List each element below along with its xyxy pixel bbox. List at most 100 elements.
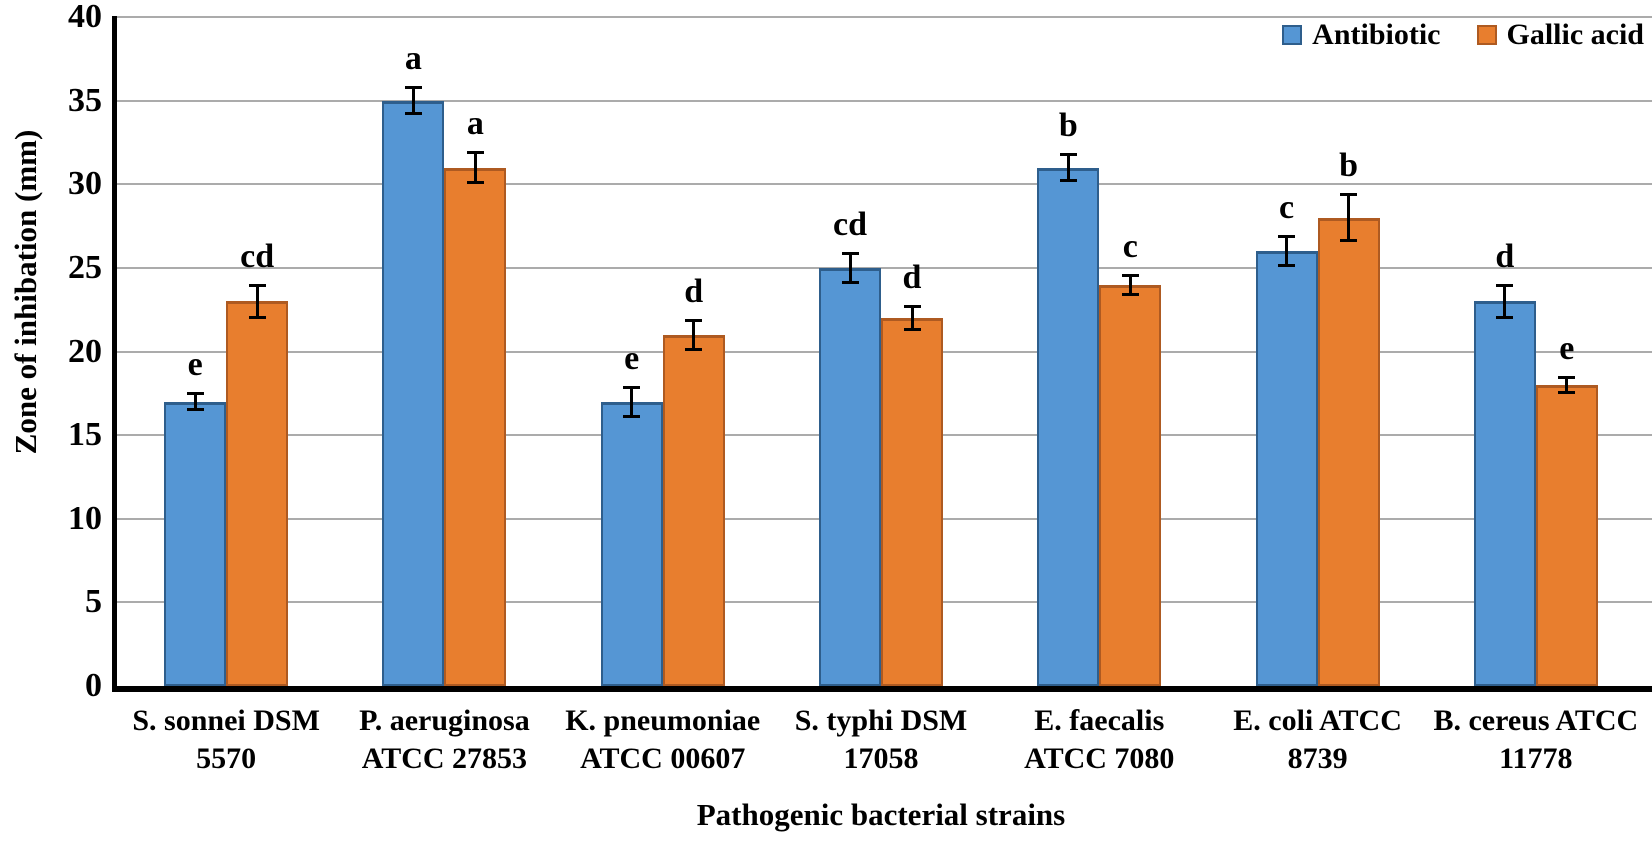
error-bar-cap bbox=[404, 112, 422, 115]
error-bar-cap bbox=[1558, 391, 1576, 395]
legend-item-gallic-acid: Gallic acid bbox=[1476, 18, 1645, 52]
error-bar-cap bbox=[186, 408, 204, 412]
y-tick-label: 30 bbox=[68, 165, 102, 203]
error-bar bbox=[1503, 284, 1507, 319]
error-bar bbox=[1565, 376, 1569, 394]
significance-letter: e bbox=[624, 339, 640, 377]
error-bar bbox=[910, 306, 914, 330]
error-bar bbox=[255, 284, 259, 319]
legend-swatch-antibiotic-icon bbox=[1282, 25, 1303, 45]
error-bar bbox=[630, 386, 634, 417]
bar-antibiotic-4 bbox=[1037, 167, 1100, 686]
y-tick-label: 25 bbox=[68, 248, 102, 286]
legend-label-antibiotic: Antibiotic bbox=[1312, 18, 1441, 51]
error-bar-cap bbox=[1278, 264, 1296, 268]
bar-antibiotic-1 bbox=[382, 100, 445, 686]
significance-letter: cd bbox=[833, 205, 867, 243]
bar-gallic-acid-4 bbox=[1099, 284, 1162, 686]
y-axis-line bbox=[112, 16, 117, 692]
x-category-label-line: K. pneumoniae bbox=[565, 704, 761, 737]
error-bar-cap bbox=[903, 327, 921, 331]
bar-gallic-acid-0 bbox=[226, 301, 289, 686]
bar-gallic-acid-6 bbox=[1535, 384, 1598, 686]
significance-letter: e bbox=[1559, 329, 1575, 367]
gridline bbox=[117, 16, 1652, 18]
error-bar bbox=[1128, 274, 1132, 295]
error-bar-cap bbox=[186, 392, 204, 396]
error-bar-cap bbox=[404, 86, 422, 90]
bar-antibiotic-5 bbox=[1255, 251, 1318, 686]
x-category-label: B. cereus ATCC 11778 bbox=[1415, 702, 1652, 778]
error-bar-cap bbox=[248, 283, 266, 287]
significance-letter: d bbox=[684, 272, 704, 310]
significance-letter: a bbox=[466, 105, 484, 143]
legend-item-antibiotic: Antibiotic bbox=[1282, 18, 1441, 52]
error-bar bbox=[848, 252, 852, 283]
x-category-label: E. coli ATCC 8739 bbox=[1196, 702, 1438, 778]
bar-gallic-acid-5 bbox=[1317, 217, 1380, 686]
error-bar bbox=[1347, 194, 1351, 242]
x-category-label: P. aeruginosa ATCC 27853 bbox=[323, 702, 565, 778]
plot-area: e a e cd b c d cd a d d c b e bbox=[112, 16, 1652, 692]
y-tick-label: 10 bbox=[68, 499, 102, 537]
significance-letter: a bbox=[404, 40, 422, 78]
x-category-label: K. pneumoniae ATCC 00607 bbox=[542, 702, 784, 778]
error-bar-cap bbox=[1059, 178, 1077, 182]
x-category-label-line: E. faecalis bbox=[1034, 704, 1165, 737]
significance-letter: c bbox=[1122, 227, 1138, 265]
x-category-label-line: 5570 bbox=[196, 742, 257, 775]
error-bar-cap bbox=[841, 280, 859, 284]
legend-label-gallic-acid: Gallic acid bbox=[1506, 18, 1645, 51]
bar-gallic-acid-2 bbox=[662, 334, 725, 686]
error-bar-cap bbox=[685, 318, 703, 322]
y-tick-label: 40 bbox=[68, 0, 102, 35]
x-axis-line bbox=[112, 686, 1652, 692]
y-tick-label: 0 bbox=[85, 667, 102, 704]
x-axis-title: Pathogenic bacterial strains bbox=[696, 797, 1066, 832]
legend: Antibiotic Gallic acid bbox=[1282, 18, 1644, 52]
x-category-label-line: 11778 bbox=[1499, 742, 1573, 775]
y-tick-label: 35 bbox=[68, 81, 102, 119]
error-bar-cap bbox=[623, 385, 641, 389]
x-category-label-line: E. coli ATCC bbox=[1233, 704, 1402, 737]
error-bar bbox=[692, 319, 696, 350]
y-tick-label: 15 bbox=[68, 416, 102, 454]
x-category-label-line: S. sonnei DSM bbox=[132, 704, 320, 737]
significance-letter: d bbox=[902, 259, 922, 297]
error-bar-cap bbox=[1059, 153, 1077, 157]
error-bar-cap bbox=[1496, 283, 1514, 287]
error-bar-cap bbox=[248, 316, 266, 320]
error-bar-cap bbox=[466, 151, 484, 155]
significance-letter: e bbox=[187, 346, 203, 384]
x-category-label-line: P. aeruginosa bbox=[359, 704, 530, 737]
gridline bbox=[117, 99, 1652, 102]
bar-gallic-acid-1 bbox=[444, 167, 507, 686]
gridline bbox=[117, 266, 1652, 269]
significance-letter: b bbox=[1058, 107, 1078, 145]
error-bar bbox=[1285, 236, 1289, 267]
error-bar-cap bbox=[1121, 292, 1139, 296]
significance-letter: b bbox=[1339, 147, 1359, 185]
error-bar bbox=[473, 152, 477, 183]
error-bar-cap bbox=[841, 251, 859, 255]
legend-swatch-gallic-acid-icon bbox=[1476, 25, 1497, 45]
error-bar-cap bbox=[623, 414, 641, 418]
error-bar bbox=[1066, 154, 1070, 181]
bar-antibiotic-0 bbox=[164, 401, 227, 686]
bar-gallic-acid-3 bbox=[881, 318, 943, 686]
bar-antibiotic-6 bbox=[1473, 301, 1536, 686]
y-tick-label: 20 bbox=[68, 332, 102, 370]
x-category-label: S. typhi DSM 17058 bbox=[760, 702, 1002, 778]
error-bar-cap bbox=[685, 347, 703, 351]
x-category-label: S. sonnei DSM 5570 bbox=[105, 702, 347, 778]
bar-antibiotic-2 bbox=[600, 401, 663, 686]
y-tick-label: 5 bbox=[85, 583, 102, 621]
error-bar bbox=[411, 87, 415, 114]
significance-letter: d bbox=[1495, 237, 1515, 275]
error-bar-cap bbox=[1278, 235, 1296, 239]
gridline bbox=[117, 183, 1652, 186]
x-category-label-line: ATCC 00607 bbox=[580, 742, 746, 775]
error-bar-cap bbox=[1496, 316, 1514, 320]
significance-letter: cd bbox=[240, 237, 275, 275]
